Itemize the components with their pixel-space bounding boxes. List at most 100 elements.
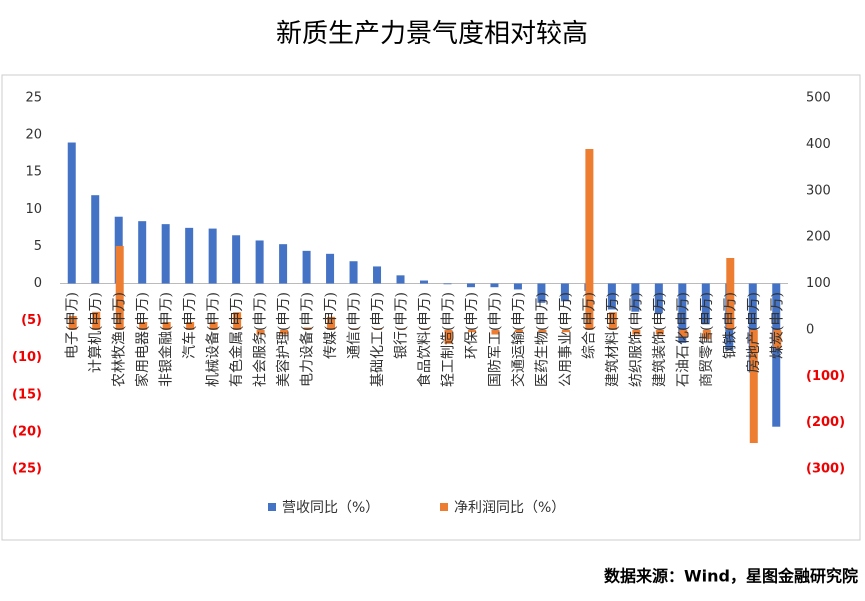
- bar: [161, 224, 170, 284]
- bar: [538, 329, 547, 333]
- chart-title: 新质生产力景气度相对较高: [276, 19, 588, 49]
- y2-tick-label: 500: [806, 91, 831, 106]
- x-tick-label: 基础化工(申万): [369, 292, 386, 387]
- bar: [115, 245, 124, 330]
- bar: [654, 283, 663, 314]
- y2-tick-label: 200: [806, 230, 831, 245]
- y-tick-label: 10: [25, 202, 42, 217]
- bar: [256, 329, 265, 335]
- y-tick-label: (10): [12, 350, 42, 365]
- y2-tick-label: 0: [806, 322, 814, 337]
- bar: [467, 329, 476, 333]
- bar: [233, 312, 242, 330]
- bar: [350, 328, 359, 330]
- x-tick-label: 电力设备(申万): [299, 292, 316, 387]
- bar: [490, 283, 499, 288]
- x-tick-label: 电子(申万): [65, 292, 81, 359]
- bar: [514, 329, 523, 333]
- bar: [91, 195, 100, 284]
- chart-frame: [1, 74, 861, 541]
- x-tick-label: 计算机(申万): [88, 292, 104, 373]
- bar: [491, 329, 500, 335]
- y-tick-label: (25): [12, 462, 42, 477]
- bar: [396, 275, 405, 284]
- bar: [607, 283, 616, 310]
- bar: [162, 321, 171, 330]
- bar: [466, 283, 475, 288]
- bar: [68, 315, 77, 330]
- legend-label: 营收同比（%）: [282, 500, 379, 516]
- x-tick-label: 国防军工(申万): [487, 292, 503, 387]
- y-tick-label: (5): [21, 313, 42, 328]
- bar: [185, 227, 194, 284]
- bar: [632, 329, 641, 335]
- y2-tick-label: (200): [806, 415, 845, 430]
- x-tick-label: 综合(申万): [581, 292, 597, 359]
- bar: [303, 327, 312, 330]
- bar: [444, 329, 453, 344]
- y2-tick-label: 100: [806, 276, 831, 291]
- bar: [209, 321, 218, 330]
- bar: [208, 228, 217, 284]
- bar: [749, 329, 758, 444]
- bar: [302, 250, 311, 284]
- bar: [280, 329, 289, 335]
- bar: [772, 283, 781, 427]
- y2-tick-label: 400: [806, 137, 831, 152]
- bar: [421, 328, 429, 330]
- x-tick-label: 医药生物(申万): [534, 292, 550, 387]
- bar: [608, 312, 617, 330]
- x-tick-label: 交通运输(申万): [510, 292, 527, 387]
- bar: [327, 316, 336, 330]
- bar: [726, 257, 735, 330]
- x-tick-label: 钢铁(申万): [722, 292, 738, 359]
- bar: [655, 329, 664, 335]
- y-tick-label: (20): [12, 424, 42, 439]
- y2-tick-label: (300): [806, 462, 845, 477]
- x-tick-label: 传媒(申万): [323, 292, 339, 359]
- bar: [186, 321, 195, 330]
- x-tick-label: 石油石化(申万): [675, 292, 691, 387]
- x-tick-label: 非银金融(申万): [159, 292, 175, 387]
- bar: [679, 329, 688, 337]
- x-tick-label: 通信(申万): [347, 292, 363, 359]
- bar: [678, 283, 687, 343]
- bar: [138, 221, 147, 284]
- x-tick-label: 美容护理(申万): [275, 292, 292, 387]
- bar: [585, 149, 594, 330]
- x-tick-label: 有色金属(申万): [228, 292, 245, 387]
- x-tick-label: 公用事业(申万): [558, 292, 574, 387]
- legend-label: 净利润同比（%）: [454, 500, 565, 516]
- x-tick-label: 煤炭(申万): [769, 292, 785, 359]
- bar: [232, 235, 241, 284]
- y-tick-label: 15: [25, 165, 42, 180]
- x-tick-label: 环保(申万): [464, 292, 480, 359]
- y-tick-label: 25: [25, 91, 42, 106]
- bar: [67, 142, 76, 284]
- x-tick-label: 农林牧渔(申万): [112, 292, 128, 387]
- x-tick-label: 机械设备(申万): [205, 292, 222, 387]
- bar: [397, 328, 406, 330]
- x-tick-label: 银行(申万): [394, 292, 410, 359]
- y-tick-label: (15): [12, 387, 42, 402]
- legend-swatch: [440, 503, 448, 511]
- bar: [326, 253, 335, 284]
- x-tick-label: 食品饮料(申万): [416, 292, 433, 387]
- x-tick-label: 建筑材料(申万): [605, 292, 621, 387]
- bar: [748, 283, 757, 373]
- x-tick-label: 家用电器(申万): [134, 292, 151, 387]
- bar: [373, 266, 382, 284]
- y-tick-label: 20: [25, 128, 42, 143]
- legend-swatch: [268, 503, 276, 511]
- y-tick-label: 5: [34, 239, 42, 254]
- bar: [279, 244, 288, 284]
- x-tick-label: 纺织服饰(申万): [628, 292, 644, 387]
- bar: [537, 283, 546, 303]
- bar: [773, 329, 782, 349]
- bar: [92, 311, 101, 330]
- bar: [561, 329, 570, 333]
- x-tick-label: 汽车(申万): [181, 292, 198, 359]
- y-tick-label: 0: [34, 276, 42, 291]
- x-tick-label: 房地产(申万): [746, 292, 762, 373]
